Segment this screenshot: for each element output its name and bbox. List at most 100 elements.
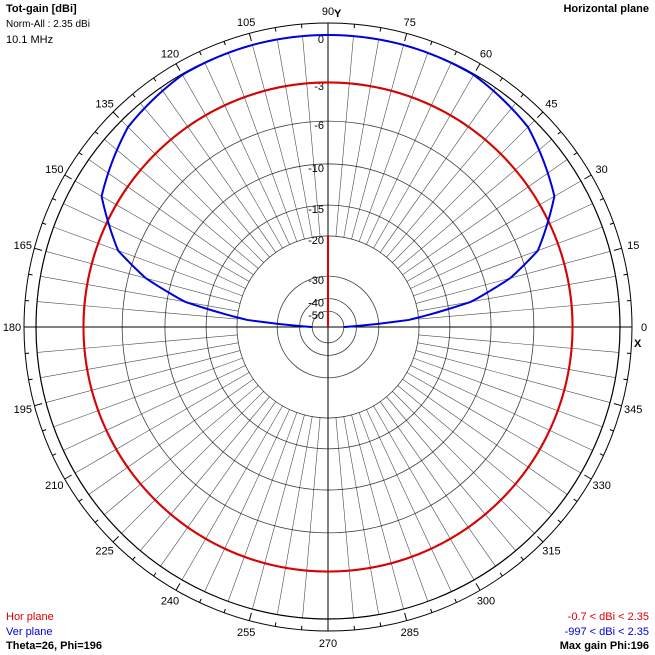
grid-spoke	[418, 334, 619, 353]
frame-tick	[248, 33, 252, 42]
angle-label: 315	[542, 545, 560, 557]
angle-label: 30	[596, 164, 608, 176]
grid-spoke	[181, 405, 283, 581]
grid-spoke	[181, 73, 283, 249]
frame-tick	[584, 474, 592, 480]
frame-tick	[475, 63, 481, 71]
ring-label: 0	[318, 34, 324, 46]
grid-spoke	[413, 226, 603, 297]
x-axis-letter: X	[634, 338, 642, 350]
legend-ver-plane: Ver plane	[6, 626, 53, 638]
frame-tick	[34, 247, 43, 251]
grid-spoke	[276, 416, 313, 615]
grid-spoke	[252, 414, 305, 610]
grid-spoke	[397, 139, 552, 269]
angle-label: 15	[627, 240, 639, 252]
grid-spoke	[415, 350, 611, 403]
frequency-label: 10.1 MHz	[6, 34, 54, 46]
frame-tick	[573, 152, 578, 156]
frame-tick	[599, 453, 604, 456]
grid-spoke	[37, 334, 238, 353]
frame-tick	[557, 131, 562, 135]
grid-spoke	[121, 391, 264, 534]
grid-spoke	[343, 39, 380, 238]
frame-tick	[153, 77, 157, 82]
grid-spoke	[351, 44, 404, 240]
grid-spoke	[88, 378, 254, 495]
grid-spoke	[37, 301, 238, 320]
grid-spoke	[74, 372, 250, 474]
grid-spoke	[392, 120, 535, 263]
frame-tick	[430, 608, 433, 613]
frame-tick	[430, 41, 433, 46]
range-ver: -997 < dBi < 2.35	[564, 626, 649, 638]
angle-label: 75	[404, 17, 416, 29]
grid-spoke	[104, 385, 259, 515]
grid-spoke	[343, 416, 380, 615]
grid-spoke	[88, 159, 254, 276]
grid-spoke	[373, 405, 475, 581]
angle-label: 135	[95, 99, 113, 111]
ring-label: -15	[308, 204, 324, 216]
grid-spoke	[418, 301, 619, 320]
grid-spoke	[40, 342, 239, 379]
angle-label: 240	[161, 596, 179, 608]
frame-tick	[64, 174, 72, 180]
grid-spoke	[104, 139, 259, 269]
frame-tick	[64, 474, 72, 480]
frame-tick	[94, 519, 99, 523]
angle-label: 330	[592, 480, 610, 492]
angle-label: 255	[237, 627, 255, 639]
grid-spoke	[140, 103, 270, 258]
angle-label: 210	[45, 480, 63, 492]
frame-tick	[404, 612, 408, 621]
ring-label: -40	[308, 298, 324, 310]
frame-tick	[520, 93, 524, 98]
grid-spoke	[227, 412, 298, 602]
angle-label: 150	[45, 164, 63, 176]
frame-tick	[404, 33, 408, 42]
grid-spoke	[415, 251, 611, 304]
angle-label: 270	[319, 638, 337, 650]
frame-tick	[153, 572, 157, 577]
frame-tick	[609, 429, 614, 432]
frame-tick	[175, 583, 181, 591]
ring-label: -6	[314, 120, 324, 132]
angle-label: 195	[14, 404, 32, 416]
frame-tick	[454, 598, 457, 603]
frame-tick	[94, 131, 99, 135]
grid-spoke	[45, 350, 241, 403]
grid-spoke	[227, 52, 298, 242]
frame-tick	[78, 498, 83, 502]
frame-tick	[499, 572, 503, 577]
frame-tick	[536, 111, 544, 119]
grid-spoke	[204, 62, 290, 245]
angle-label: 60	[480, 48, 492, 60]
grid-spoke	[335, 36, 354, 237]
grid-spoke	[160, 401, 277, 567]
frame-tick	[613, 247, 622, 251]
grid-spoke	[204, 409, 290, 592]
grid-spoke	[397, 385, 552, 515]
grid-spoke	[366, 409, 452, 592]
frame-tick	[28, 378, 33, 381]
frame-tick	[199, 598, 202, 603]
angle-label: 285	[401, 627, 419, 639]
grid-spoke	[417, 342, 616, 379]
angle-label: 45	[545, 99, 557, 111]
angle-label: 225	[95, 545, 113, 557]
ring-label: -3	[314, 81, 324, 93]
grid-spoke	[406, 372, 582, 474]
frame-tick	[475, 583, 481, 591]
angle-label: 120	[161, 48, 179, 60]
cursor-readout: Theta=26, Phi=196	[6, 640, 102, 652]
frame-tick	[52, 198, 57, 201]
frame-tick	[454, 51, 457, 56]
grid-spoke	[392, 391, 535, 534]
angle-label: 180	[3, 322, 21, 334]
frame-tick	[52, 453, 57, 456]
grid-spoke	[406, 180, 582, 282]
hor-plane-series	[82, 81, 574, 573]
frame-tick	[132, 556, 136, 561]
